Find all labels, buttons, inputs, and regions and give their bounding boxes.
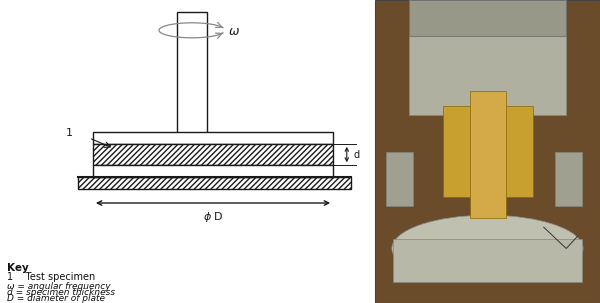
Bar xyxy=(177,12,207,133)
Text: d: d xyxy=(354,149,360,160)
Text: Key: Key xyxy=(7,263,29,273)
Text: 1    Test specimen: 1 Test specimen xyxy=(7,272,95,282)
Bar xyxy=(409,0,566,36)
Text: ω = angular frequency: ω = angular frequency xyxy=(7,282,111,291)
Bar xyxy=(375,0,600,303)
Text: D = diameter of plate: D = diameter of plate xyxy=(7,294,105,303)
Text: $\omega$: $\omega$ xyxy=(228,25,240,38)
Bar xyxy=(78,177,351,189)
Bar xyxy=(93,165,333,177)
Bar xyxy=(409,0,566,115)
Text: 1: 1 xyxy=(65,128,73,138)
Text: $\phi$ D: $\phi$ D xyxy=(203,210,223,224)
Ellipse shape xyxy=(392,215,583,282)
Bar xyxy=(393,239,582,282)
Bar xyxy=(93,132,333,144)
Text: d = specimen thickness: d = specimen thickness xyxy=(7,288,115,297)
Bar xyxy=(386,152,413,206)
Bar xyxy=(443,106,533,197)
Bar xyxy=(470,91,505,218)
Bar xyxy=(93,144,333,165)
Bar xyxy=(555,152,582,206)
